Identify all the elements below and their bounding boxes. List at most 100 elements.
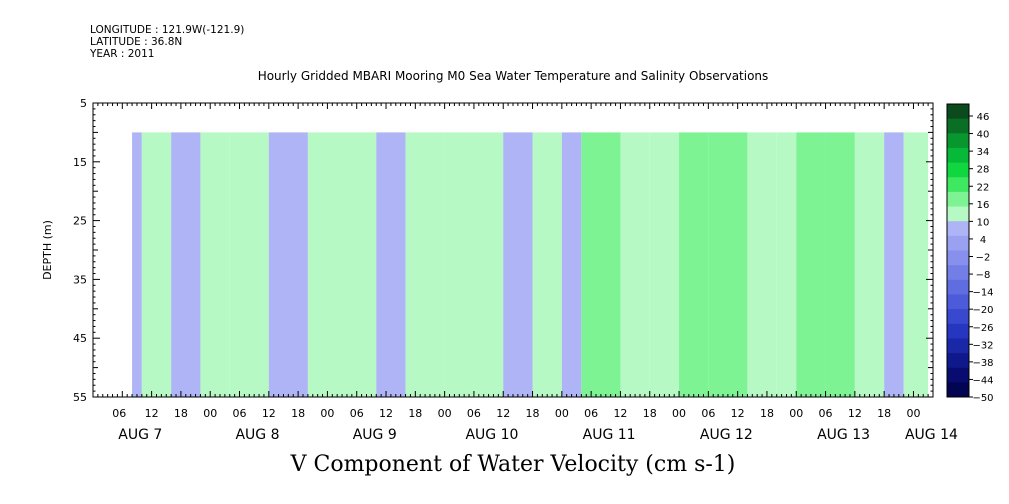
colorbar-label: 34 [977,147,990,158]
heatmap-segment-17 [649,132,680,397]
x-hour-label: 06 [819,407,833,420]
axis-ticks [92,102,934,398]
axis-labels: 5 15 25 35 45 55 DEPTH (m) 06 12 18 00 06 12 18 00 06 12… [41,97,958,443]
x-day-label: AUG 8 [235,427,279,443]
x-hour-label: 12 [731,407,745,420]
heatmap-segment-26 [903,132,929,397]
colorbar-swatch [947,177,969,193]
colorbar-swatch [947,279,969,295]
colorbar-swatch [947,353,969,369]
x-hour-label: 06 [584,407,598,420]
colorbar-swatch [947,118,969,134]
colorbar-swatch [947,133,969,149]
x-day-label: AUG 14 [905,427,958,443]
x-hour-label: 00 [789,407,803,420]
x-hour-label: 12 [145,407,159,420]
colorbar-swatch [947,191,969,208]
colorbar-swatch [947,250,969,266]
x-hour-label: 00 [438,407,452,420]
x-hour-label: 18 [643,407,657,420]
heatmap-segment-24 [854,132,885,397]
colorbar-swatch [947,162,969,178]
heatmap-segment-9 [405,132,445,397]
x-hour-label: 12 [613,407,627,420]
x-hour-label: 12 [262,407,276,420]
heatmap-segment-15 [581,132,621,397]
x-day-label: AUG 7 [118,427,162,443]
x-day-label: AUG 11 [583,427,636,443]
heatmap-segment-3 [200,132,230,397]
x-hour-label: 00 [555,407,569,420]
x-hour-label: 18 [174,407,188,420]
y-tick-label: 45 [73,332,87,345]
y-tick-label: 15 [73,156,87,169]
x-hour-label: 06 [701,407,715,420]
x-hour-label: 18 [526,407,540,420]
heatmap-segment-16 [620,132,650,397]
x-hour-label: 12 [848,407,862,420]
x-hour-label: 18 [408,407,422,420]
heatmap-segment-5 [268,132,308,397]
heatmap-field [132,132,929,397]
x-hour-label: 06 [233,407,247,420]
x-hour-label: 12 [379,407,393,420]
colorbar-swatch [947,221,969,237]
colorbar-swatch [947,235,969,251]
x-hour-label: 12 [496,407,510,420]
y-tick-label: 25 [73,215,87,228]
location-metadata: LONGITUDE : 121.9W(-121.9) LATITUDE : 36… [90,24,244,60]
x-day-label: AUG 9 [353,427,397,443]
x-hour-label: 00 [203,407,217,420]
heatmap-segment-7 [346,132,377,397]
heatmap-segment-25 [884,132,904,397]
colorbar-swatch [947,265,969,281]
colorbar-swatch [947,206,969,222]
y-tick-label: 5 [80,97,87,110]
colorbar-label: 40 [977,130,990,141]
colorbar-label: −20 [972,305,993,316]
colorbar-label: 22 [977,182,990,193]
heatmap-segment-23 [825,132,855,397]
colorbar-swatch [947,294,969,310]
x-hour-label: 00 [672,407,686,420]
latitude-label: LATITUDE : 36.8N [90,36,183,48]
heatmap-segment-12 [503,132,533,397]
heatmap-segment-2 [171,132,201,397]
heatmap-segment-13 [532,132,562,397]
heatmap-segment-22 [796,132,826,397]
heatmap-segment-8 [376,132,406,397]
heatmap-segment-19 [708,132,748,397]
colorbar-swatch [947,309,969,325]
heatmap-segment-18 [679,132,709,397]
colorbar-swatch [947,147,969,164]
colorbar-label: 4 [980,235,986,246]
colorbar-label: 46 [977,112,990,123]
heatmap-segment-14 [561,132,582,397]
colorbar-label: −44 [972,375,993,386]
heatmap-segment-11 [473,132,504,397]
heatmap-segment-20 [747,132,777,397]
y-tick-label: 35 [73,273,87,286]
heatmap-segment-0 [132,132,142,397]
x-hour-label: 06 [112,407,126,420]
colorbar-frame [946,103,970,398]
colorbar: 46 40 34 28 22 16 10 4 −2 −8 −14 −20 −26 −32 −38 −44 −50 [946,103,994,404]
y-axis-label: DEPTH (m) [41,220,54,280]
colorbar-label: 16 [977,200,990,211]
longitude-label: LONGITUDE : 121.9W(-121.9) [90,24,245,36]
heatmap-segment-4 [229,132,269,397]
heatmap-segment-10 [444,132,474,397]
heatmap-segment-6 [307,132,347,397]
colorbar-label: 28 [977,165,990,176]
colorbar-label: −14 [972,288,993,299]
colorbar-swatch [947,338,969,354]
x-hour-label: 00 [906,407,920,420]
x-hour-label: 06 [467,407,481,420]
x-day-label: AUG 12 [700,427,753,443]
colorbar-label: −38 [972,358,993,369]
x-hour-label: 18 [760,407,774,420]
colorbar-swatch [947,104,969,120]
x-hour-label: 00 [320,407,334,420]
heatmap-segment-1 [141,132,172,397]
colorbar-swatch [947,323,969,339]
